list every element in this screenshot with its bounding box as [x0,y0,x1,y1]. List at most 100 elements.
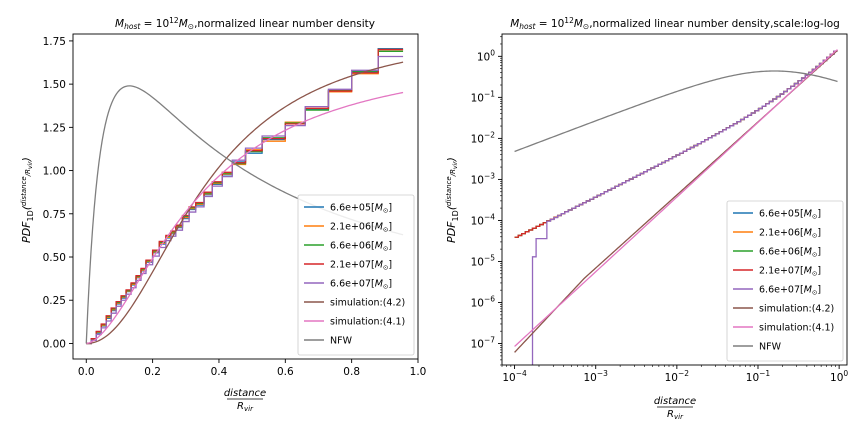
x-tick-label: 10−1 [746,369,771,384]
ylabel-text: PDF1D(distance/Rvir) [445,157,460,243]
y-tick-label: 10−7 [471,336,496,351]
title-eq: = 10 [140,18,169,30]
y-tick-label: 1.00 [43,166,66,178]
ylabel-text: PDF1D(distance/Rvir) [20,157,35,243]
y-tick-label: 10−4 [471,212,496,227]
x-tick-label: 100 [830,369,848,384]
y-tick-label: 0.00 [43,338,66,350]
ylabel-den: R [449,169,457,174]
ylabel-pdf: PDF [445,221,458,243]
legend-label-6: simulation:(4.1) [330,317,405,328]
legend-label-7: NFW [330,336,353,347]
title-host: host [124,22,141,31]
x-tick-label: 0.0 [78,366,95,378]
x-tick-label: 0.4 [211,366,228,378]
ylabel-num: distance [445,176,453,206]
y-tick-label: 0.25 [43,295,66,307]
x-tick-label: 0.2 [144,366,161,378]
title-sun: ⊙ [188,22,194,31]
plot-frame [501,33,848,366]
xlabel-den-sub: vir [674,413,684,421]
legend-label-4: 6.6e+07[M⊙] [330,279,392,291]
chart-loglog-x-axis-label: distance Rvir [654,396,696,421]
series-line-6 [86,91,404,345]
legend-label-0: 6.6e+05[M⊙] [330,203,392,215]
x-tick-label: 0.8 [343,366,360,378]
chart-loglog-plot-area [501,33,848,366]
legend-label-2: 6.6e+06[M⊙] [759,247,821,259]
y-tick-label: 10−3 [471,171,496,186]
plot-frame [72,33,419,360]
ylabel-sub: 1D [26,210,35,221]
y-tick-label: 10−5 [471,253,496,268]
y-tick-label: 10−2 [471,130,496,145]
ylabel-den-sub: vir [27,161,34,169]
chart-loglog-legend: 6.6e+05[M⊙] 2.1e+06[M⊙] 6.6e+06[M⊙] 2.1e+07… [726,200,844,362]
series-lines [85,48,404,345]
series-lines [514,49,838,365]
chart-linear-title: Mhost = 1012M⊙,normalized linear number … [115,16,375,31]
chart-linear-y-axis-label: PDF1D(distance/Rvir) [20,157,35,243]
chart-linear-x-axis-label: distance Rvir [224,388,266,413]
y-tick-label: 1.75 [43,36,66,48]
legend-label-3: 2.1e+07[M⊙] [759,266,821,278]
title-host: host [519,22,536,31]
legend-label-1: 2.1e+06[M⊙] [759,228,821,240]
x-tick-label: 0.6 [277,366,294,378]
y-tick-label: 0.75 [43,209,66,221]
y-tick-label: 0.50 [43,252,66,264]
series-line-6 [514,49,838,347]
legend-box [297,194,415,356]
chart-linear-legend: 6.6e+05[M⊙] 2.1e+06[M⊙] 6.6e+06[M⊙] 2.1e+07… [297,194,415,356]
title-m: M [115,18,124,30]
chart-loglog-title: Mhost = 1012M⊙,normalized linear number … [510,16,840,31]
ylabel-den-sub: vir [452,161,459,169]
xlabel-den: Rvir [667,409,684,421]
series-line-5 [86,61,404,345]
xlabel-den-r: R [237,401,244,412]
legend-label-2: 6.6e+06[M⊙] [330,241,392,253]
xlabel-den-r: R [667,409,674,420]
xlabel-den-sub: vir [244,405,254,413]
title-rest: ,normalized linear number density,scale:… [589,18,840,30]
xlabel-num: distance [224,388,266,399]
title-exp: 12 [564,16,574,25]
chart-loglog-x-ticks: 10−4 10−3 10−2 10−1 100 [501,365,848,384]
y-tick-label: 1.25 [43,122,66,134]
series-line-7 [514,70,838,153]
series-line-4 [531,50,838,365]
legend-label-1: 2.1e+06[M⊙] [330,222,392,234]
legend-label-7: NFW [759,342,782,353]
x-tick-label: 10−4 [502,369,527,384]
title-exp: 12 [169,16,179,25]
ylabel-pdf: PDF [20,221,33,243]
legend-box [726,200,844,362]
ylabel-den: R [24,169,32,174]
chart-loglog-y-ticks: 10−7 10−6 10−5 10−4 10−3 10−2 10−1 100 [471,36,502,366]
title-msun: M [574,18,583,30]
y-tick-label: 100 [477,48,495,63]
x-tick-label: 10−3 [583,369,608,384]
x-tick-label: 1.0 [410,366,427,378]
chart-linear-x-ticks: 0.0 0.2 0.4 0.6 0.8 1.0 [78,359,426,378]
title-msun: M [179,18,188,30]
chart-linear-y-ticks: 0.00 0.25 0.50 0.75 1.00 1.25 1.50 1.75 [43,36,73,350]
y-tick-label: 10−1 [471,89,496,104]
series-line-3 [86,48,404,345]
legend-label-5: simulation:(4.2) [330,298,405,309]
chart-linear-plot-area [72,33,419,360]
xlabel-den: Rvir [237,401,254,413]
title-eq: = 10 [535,18,564,30]
legend-label-0: 6.6e+05[M⊙] [759,209,821,221]
title-m: M [510,18,519,30]
xlabel-num: distance [654,396,696,407]
ylabel-sub: 1D [451,210,460,221]
x-tick-label: 10−2 [665,369,690,384]
legend-label-6: simulation:(4.1) [759,323,834,334]
y-tick-label: 1.50 [43,79,66,91]
title-rest: ,normalized linear number density [194,18,375,30]
legend-label-3: 2.1e+07[M⊙] [330,260,392,272]
legend-label-4: 6.6e+07[M⊙] [759,285,821,297]
